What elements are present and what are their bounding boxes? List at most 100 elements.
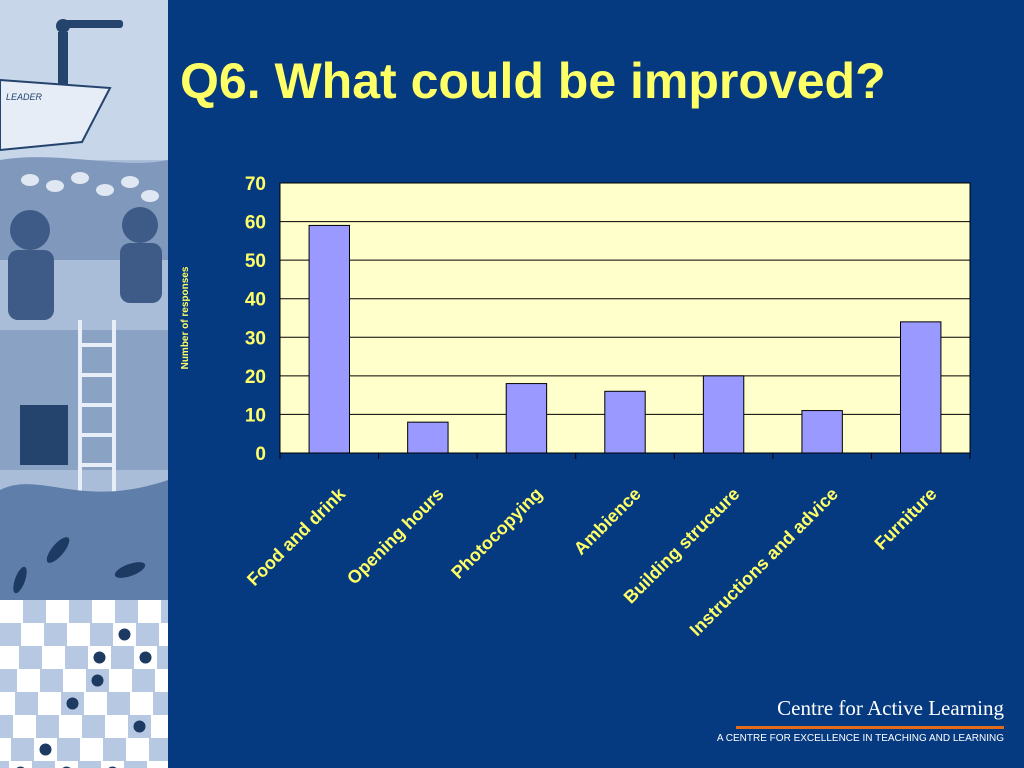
chess-piece [133, 720, 146, 733]
chess-square [57, 738, 80, 761]
chess-square [63, 669, 86, 692]
y-tick-label: 40 [245, 290, 266, 311]
chess-square [67, 623, 90, 646]
chess-square [147, 761, 168, 768]
chess-square [32, 761, 55, 768]
chess-square [103, 738, 126, 761]
y-axis-label: Number of responses [180, 266, 191, 369]
bar [308, 224, 350, 454]
chess-piece [39, 743, 52, 756]
chess-square [130, 692, 153, 715]
chess-square [105, 715, 128, 738]
chess-square [138, 600, 161, 623]
chess-square [149, 738, 168, 761]
chess-square [155, 669, 168, 692]
x-tick-label: Furniture [871, 484, 941, 554]
chess-square [0, 669, 17, 692]
chess-square [46, 600, 69, 623]
chess-square [132, 669, 155, 692]
chess-square [0, 646, 19, 669]
chess-square [82, 715, 105, 738]
chessboard [0, 600, 168, 768]
chess-square [17, 669, 40, 692]
chess-square [157, 646, 168, 669]
chess-piece [93, 651, 106, 664]
chess-square [0, 715, 13, 738]
chess-square [84, 692, 107, 715]
chess-square [59, 715, 82, 738]
soldier-figures [8, 207, 162, 320]
chess-square [19, 646, 42, 669]
brand-name: Centre for Active Learning [777, 696, 1004, 720]
chess-square [159, 623, 168, 646]
y-tick-label: 60 [245, 213, 266, 234]
chess-square [90, 623, 113, 646]
chess-square [15, 692, 38, 715]
x-tick-label: Ambience [570, 484, 645, 559]
chess-square [65, 646, 88, 669]
chess-square [69, 600, 92, 623]
bar [407, 421, 449, 454]
chess-square [78, 761, 101, 768]
y-tick-label: 10 [245, 405, 266, 426]
bar [505, 383, 548, 454]
chess-square [0, 692, 15, 715]
chess-square [0, 600, 23, 623]
y-tick-label: 30 [245, 328, 266, 349]
bar [604, 390, 646, 454]
telescope-figure [56, 19, 123, 84]
chess-piece [66, 697, 79, 710]
chess-square [151, 715, 168, 738]
x-axis [279, 452, 971, 459]
x-tick-label: Photocopying [447, 484, 546, 583]
y-tick-label: 70 [245, 174, 266, 195]
chess-square [0, 738, 11, 761]
chess-square [42, 646, 65, 669]
chess-square [136, 623, 159, 646]
chess-square [161, 600, 168, 623]
brand-tagline: A CENTRE FOR EXCELLENCE IN TEACHING AND … [716, 733, 1004, 744]
chess-square [23, 600, 46, 623]
chess-square [21, 623, 44, 646]
trench-window [20, 405, 68, 465]
gridlines [280, 182, 970, 415]
chess-square [0, 623, 21, 646]
y-tick-label: 50 [245, 251, 266, 272]
sheep-flock [21, 172, 159, 202]
brand-rule [736, 726, 1004, 729]
slide-title: Q6. What could be improved? [180, 53, 886, 109]
chess-square [0, 761, 9, 768]
chess-square [36, 715, 59, 738]
chess-square [92, 600, 115, 623]
x-tick-label: Opening hours [343, 484, 448, 589]
chess-piece [91, 674, 104, 687]
chess-piece [139, 651, 152, 664]
ship-bow [0, 78, 112, 152]
chess-square [109, 669, 132, 692]
chess-square [115, 600, 138, 623]
chess-square [55, 761, 78, 768]
chess-square [101, 761, 124, 768]
art-label: LEADER [6, 92, 43, 102]
chess-square [9, 761, 32, 768]
chess-square [38, 692, 61, 715]
chess-square [44, 623, 67, 646]
decorative-side-image: LEADER [0, 0, 168, 768]
y-axis-ticks: 0 10 20 30 40 50 60 70 [245, 174, 266, 465]
brand-logo: Centre for Active Learning A CENTRE FOR … [717, 696, 1004, 744]
bar [801, 410, 843, 454]
chess-square [111, 646, 134, 669]
chess-square [153, 692, 168, 715]
x-tick-label: Food and drink [243, 483, 350, 590]
ladder [78, 320, 116, 500]
chess-square [124, 761, 147, 768]
chess-square [40, 669, 63, 692]
waves [0, 480, 168, 600]
bar [702, 375, 745, 454]
y-tick-label: 20 [245, 367, 266, 388]
chess-square [126, 738, 149, 761]
y-tick-label: 0 [255, 444, 266, 465]
chess-square [13, 715, 36, 738]
bar [900, 321, 942, 454]
